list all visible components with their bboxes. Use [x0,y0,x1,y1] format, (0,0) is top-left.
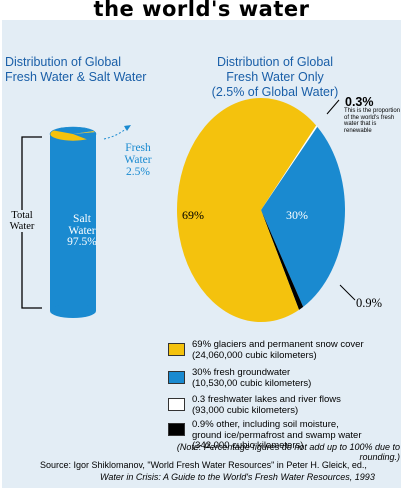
fresh-water-pie [177,98,345,323]
mini-pie-fresh-slice [73,131,96,134]
legend-groundwater-line-1: 30% fresh groundwater [192,367,291,378]
glaciers-percent-label: 69% [182,208,204,222]
other-percent-label: 0.9% [356,296,383,310]
salt-label-line-1: Salt [73,213,91,225]
fresh-water-pointer-arrow [103,126,129,140]
fresh-label-line-1: Fresh [125,142,151,154]
lakes-leader-line [326,99,340,115]
right-header-line-3: (2.5% of Global Water) [211,85,339,99]
lakes-percent-label: 0.3% [345,95,374,109]
cylinder-body [50,134,96,311]
page-title: the world's water [93,0,310,21]
pointer-arrow-head [124,125,131,131]
salt-water-cylinder [50,134,96,318]
rounding-note: (Note: Percentage figures do not add up … [176,442,400,462]
fresh-water-label: Fresh Water 2.5% [108,142,168,178]
legend-swatch-lakes [168,398,185,411]
legend-lakes-line-1: 0.3 freshwater lakes and river flows [192,394,341,405]
salt-label-line-3: 97.5% [67,236,97,248]
pie-slice-groundwater [261,126,345,307]
legend-other-line-2: ground ice/permafrost and swamp water [192,429,362,441]
legend-other-line-3: (342,000 cubic kilometers) [192,440,304,451]
legend-glaciers-line-1: 69% glaciers and permanent snow cover [192,339,364,350]
right-header-line-1: Distribution of Global [216,55,334,69]
fresh-salt-mini-pie [49,126,97,142]
source-line-2: Water in Crisis: A Guide to the World's … [100,472,375,482]
mini-pie-yellow-overlay [50,130,88,141]
legend-swatch-glaciers [168,343,185,356]
legend-other-line-1: 0.9% other, including soil moisture, [192,419,339,430]
legend-text-lakes: 0.3 freshwater lakes and river flows (93… [192,394,402,416]
pie-slice-lakes [261,125,318,210]
legend-groundwater-line-2: (10,530,00 cubic kilometers) [192,377,312,389]
groundwater-percent-label: 30% [286,208,308,222]
source-line-1: Source: Igor Shiklomanov, "World Fresh W… [40,460,367,470]
left-header-line-2: Fresh Water & Salt Water [5,70,147,84]
source-citation: Source: Igor Shiklomanov, "World Fresh W… [40,459,400,483]
legend-glaciers-line-2: (24,060,000 cubic kilometers) [192,349,317,361]
mini-pie-outline [49,126,97,142]
cylinder-bottom [50,304,96,318]
left-header-line-1: Distribution of Global [5,55,122,69]
salt-water-label: Salt Water 97.5% [52,213,112,249]
renewable-note: This is the proportion of the world's fr… [344,108,401,134]
right-chart-header: Distribution of Global Fresh Water Only … [190,55,360,100]
total-label-line-1: Total [11,210,33,221]
total-water-label: Total Water [3,210,41,232]
legend-text-groundwater: 30% fresh groundwater (10,530,00 cubic k… [192,367,402,389]
fresh-label-line-2: Water [124,154,152,166]
left-chart-header: Distribution of Global Fresh Water & Sal… [5,55,165,85]
salt-label-line-2: Water [68,224,96,237]
legend-text-glaciers: 69% glaciers and permanent snow cover (2… [192,339,402,361]
other-leader-line [339,284,356,301]
right-header-line-2: Fresh Water Only [226,70,324,84]
pie-slice-glaciers [177,98,317,323]
legend-text-other: 0.9% other, including soil moisture, gro… [192,419,402,452]
legend-lakes-line-2: (93,000 cubic kilometers) [192,404,299,416]
fresh-label-line-3: 2.5% [126,166,150,178]
total-label-line-2: Water [9,221,35,232]
legend-swatch-other [168,423,185,436]
pie-slice-other [261,210,304,310]
legend-swatch-groundwater [168,371,185,384]
